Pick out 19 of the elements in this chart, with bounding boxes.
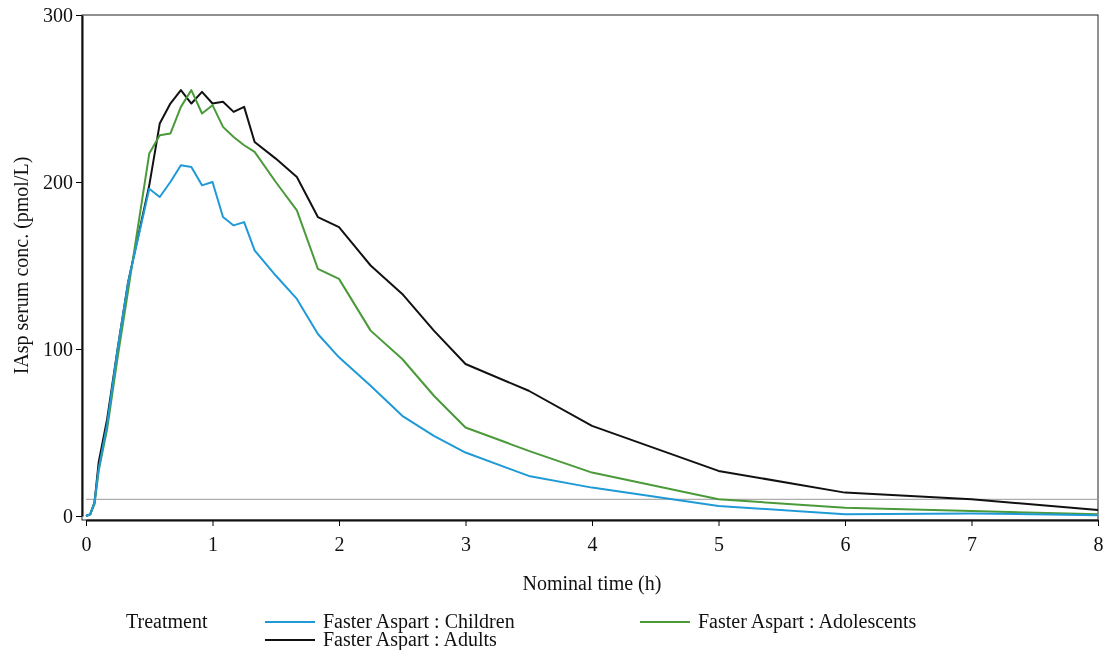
x-tick-label: 7 xyxy=(967,533,977,555)
x-tick-label: 6 xyxy=(840,533,851,555)
legend-title: Treatment xyxy=(126,610,208,632)
x-tick-label: 4 xyxy=(587,533,598,555)
y-tick-label: 200 xyxy=(43,170,73,193)
line-series xyxy=(85,164,1099,517)
y-tick-label: 0 xyxy=(63,504,73,527)
x-tick-label: 8 xyxy=(1093,533,1104,555)
x-tick-label: 5 xyxy=(714,533,724,555)
x-tick-label: 2 xyxy=(334,533,345,555)
y-axis-title: IAsp serum conc. (pmol/L) xyxy=(10,156,33,375)
x-tick-label: 0 xyxy=(81,533,92,555)
x-tick-label: 3 xyxy=(461,533,471,555)
y-tick-label: 300 xyxy=(43,3,73,26)
y-tick-label: 100 xyxy=(43,337,73,360)
x-tick-label: 1 xyxy=(208,533,218,555)
x-axis-title: Nominal time (h) xyxy=(522,572,662,595)
legend-label: Faster Aspart : Children xyxy=(323,610,515,633)
legend-label: Faster Aspart : Adolescents xyxy=(698,610,917,633)
